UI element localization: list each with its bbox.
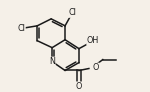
Text: Cl: Cl [17,24,25,33]
Text: Cl: Cl [68,8,76,17]
Text: O: O [76,82,82,91]
Text: OH: OH [87,36,99,45]
Text: N: N [49,57,55,66]
Text: O: O [93,63,99,72]
